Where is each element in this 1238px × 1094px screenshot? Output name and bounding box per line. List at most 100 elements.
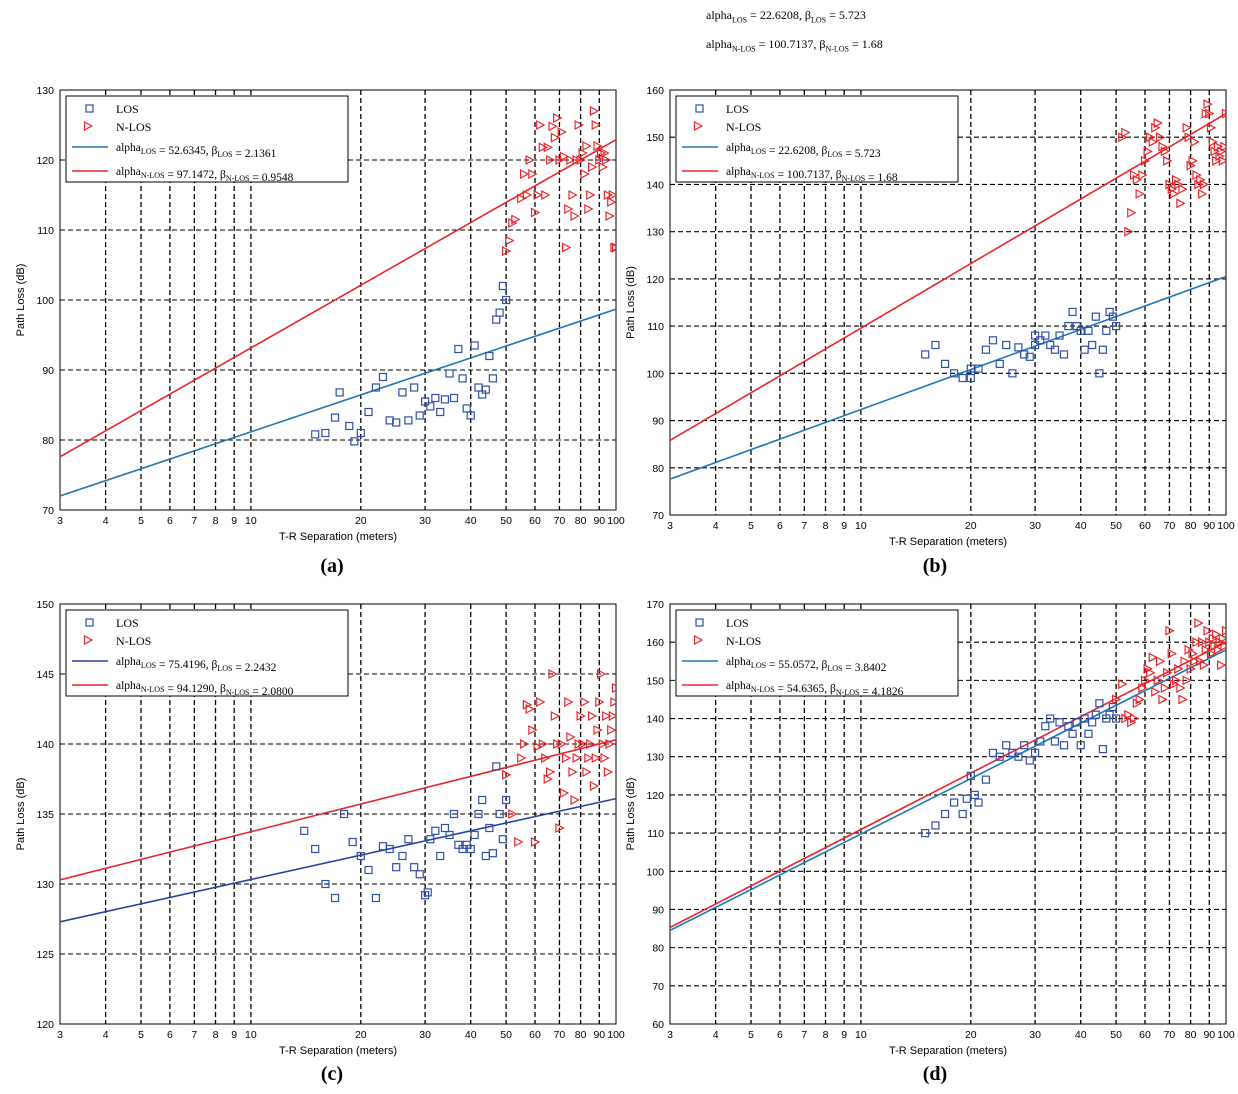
y-tick-label: 60 <box>652 1019 664 1031</box>
los-fit-line <box>60 797 616 923</box>
legend-nlos-marker <box>693 635 704 645</box>
x-tick-label: 40 <box>465 1029 477 1041</box>
nlos-point <box>1129 713 1140 724</box>
los-point <box>931 340 940 350</box>
nlos-point <box>1221 108 1226 119</box>
y-axis-label: Path Loss (dB) <box>15 778 27 851</box>
nlos-point <box>1186 663 1196 674</box>
x-tick-label: 60 <box>1139 1029 1151 1041</box>
los-point <box>1080 345 1089 354</box>
nlos-point <box>1184 132 1194 143</box>
los-point <box>962 794 971 803</box>
los-point <box>1030 748 1040 758</box>
y-tick-label: 140 <box>646 714 664 726</box>
legend-los-marker <box>695 104 704 113</box>
x-tick-label: 6 <box>777 1029 783 1041</box>
los-point <box>398 851 407 861</box>
nlos-point <box>1124 226 1134 237</box>
nlos-point <box>1121 713 1131 724</box>
los-point <box>474 383 483 392</box>
nlos-point <box>1146 667 1156 678</box>
x-tick-label: 80 <box>575 515 587 527</box>
los-point <box>1084 326 1093 335</box>
nlos-point <box>1153 675 1163 686</box>
los-point <box>958 809 967 819</box>
nlos-point <box>603 767 614 777</box>
nlos-point <box>1190 656 1200 667</box>
los-point <box>1068 729 1077 738</box>
los-point <box>398 388 407 397</box>
y-tick-label: 130 <box>36 879 54 891</box>
los-point <box>392 418 401 427</box>
x-tick-label: 90 <box>593 1029 605 1041</box>
legend-los-fit-label: alphaLOS = 75.4196, βLOS = 2.2432 <box>116 656 277 674</box>
y-tick-label: 120 <box>36 1019 54 1031</box>
nlos-point <box>555 155 565 165</box>
los-point <box>404 835 413 844</box>
los-point <box>449 393 459 403</box>
x-tick-label: 4 <box>713 1029 719 1041</box>
x-tick-label: 3 <box>57 1029 63 1041</box>
x-tick-label: 20 <box>965 520 977 532</box>
legend-nlos-marker <box>83 635 94 645</box>
los-point <box>458 374 467 383</box>
los-point <box>311 844 320 854</box>
nlos-point <box>519 739 530 749</box>
los-point <box>478 795 487 805</box>
nlos-point <box>576 155 586 165</box>
legend-los-fit-label: alphaLOS = 22.6208, βLOS = 5.723 <box>726 142 881 160</box>
x-tick-label: 5 <box>138 515 144 527</box>
los-point <box>988 748 998 758</box>
los-point <box>1030 340 1040 350</box>
nlos-point <box>1188 648 1198 659</box>
los-point <box>356 851 365 861</box>
los-point <box>501 295 511 305</box>
x-tick-label: 8 <box>213 1029 219 1041</box>
chart-panel-b: 3 4 5 6 7 8 9 10 20 30 40 50 60 70 80 90 100708090100110… <box>625 85 1235 577</box>
nlos-point <box>561 242 572 253</box>
x-tick-label: 3 <box>667 1029 673 1041</box>
y-tick-label: 140 <box>36 739 54 751</box>
nlos-point <box>572 753 582 763</box>
chart-panel-c: 3 4 5 6 7 8 9 10 20 30 40 50 60 70 80 90 100 120 125 130 135… <box>15 599 625 1085</box>
nlos-point <box>530 207 541 218</box>
nlos-point <box>1218 155 1226 166</box>
los-point <box>1088 718 1097 727</box>
nlos-point <box>602 155 612 165</box>
legend-los-fit-label: alphaLOS = 55.0572, βLOS = 3.8402 <box>726 656 887 674</box>
nlos-point <box>580 697 590 707</box>
los-point <box>1046 340 1055 350</box>
los-point <box>1050 345 1060 354</box>
plot-frame <box>669 89 1227 516</box>
nlos-point <box>550 711 561 721</box>
los-fit-line <box>670 275 1226 480</box>
nlos-point <box>582 141 592 151</box>
nlos-point <box>580 169 590 179</box>
plot-area <box>670 618 1226 932</box>
nlos-point <box>559 788 570 798</box>
nlos-point <box>1203 99 1213 110</box>
nlos-point <box>578 148 588 158</box>
los-point <box>950 798 959 807</box>
los-point <box>485 351 494 361</box>
y-tick-label: 100 <box>646 866 664 878</box>
nlos-point <box>1197 188 1208 199</box>
los-point <box>966 771 975 780</box>
x-tick-label: 9 <box>231 515 237 527</box>
los-point <box>1025 756 1034 765</box>
los-point <box>1020 350 1029 359</box>
los-point <box>470 830 479 840</box>
los-point <box>974 364 983 373</box>
x-tick-label: 8 <box>823 520 829 532</box>
nlos-point <box>595 155 605 165</box>
y-tick-label: 130 <box>646 752 664 764</box>
los-point <box>492 762 501 771</box>
nlos-point <box>559 151 570 162</box>
nlos-point <box>1201 644 1212 655</box>
nlos-point <box>1180 656 1190 667</box>
los-point <box>1055 718 1064 727</box>
y-tick-label: 120 <box>646 274 664 286</box>
x-tick-label: 90 <box>1203 1029 1215 1041</box>
nlos-point <box>553 739 563 749</box>
x-tick-label: 60 <box>529 515 541 527</box>
